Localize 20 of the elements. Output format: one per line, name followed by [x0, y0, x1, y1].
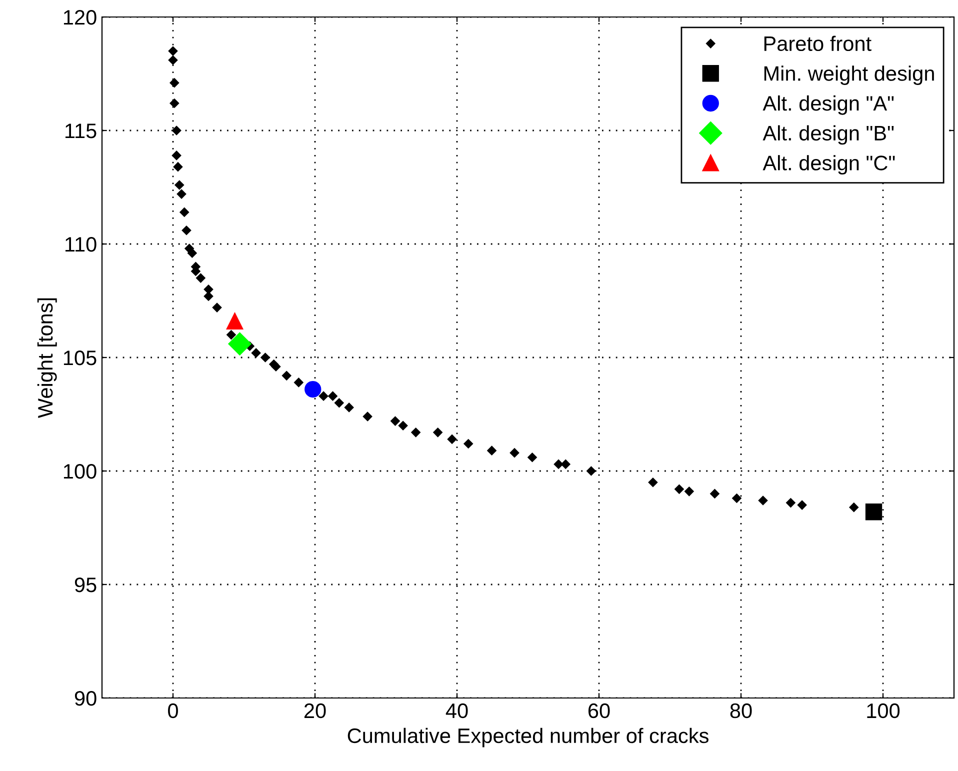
x-tick-label: 80 — [730, 703, 752, 718]
y-tick-label: 95 — [74, 578, 96, 592]
y-tick-label: 105 — [64, 350, 96, 366]
x-tick-label: 60 — [588, 703, 610, 718]
x-axis-title: Cumulative Expected number of cracks — [348, 728, 708, 748]
x-tick-label: 40 — [446, 703, 468, 718]
y-tick-label: 110 — [66, 237, 96, 252]
legend-label: Pareto front — [764, 36, 872, 52]
legend-label: Alt. design "C" — [762, 155, 895, 175]
y-tick-label: 100 — [64, 464, 96, 479]
x-tick-label: 20 — [304, 703, 326, 718]
legend-label: Min. weight design — [764, 66, 934, 86]
y-tick-label: 120 — [64, 10, 96, 25]
y-tick-label: 90 — [74, 691, 96, 706]
legend-label: Alt. design "A" — [762, 95, 894, 115]
x-tick-label: 100 — [867, 703, 900, 718]
x-tick-label: 0 — [168, 703, 178, 718]
y-axis-title: Weight [tons] — [37, 298, 57, 418]
legend-label: Alt. design "B" — [762, 125, 894, 145]
y-tick-label: 115 — [66, 124, 96, 138]
